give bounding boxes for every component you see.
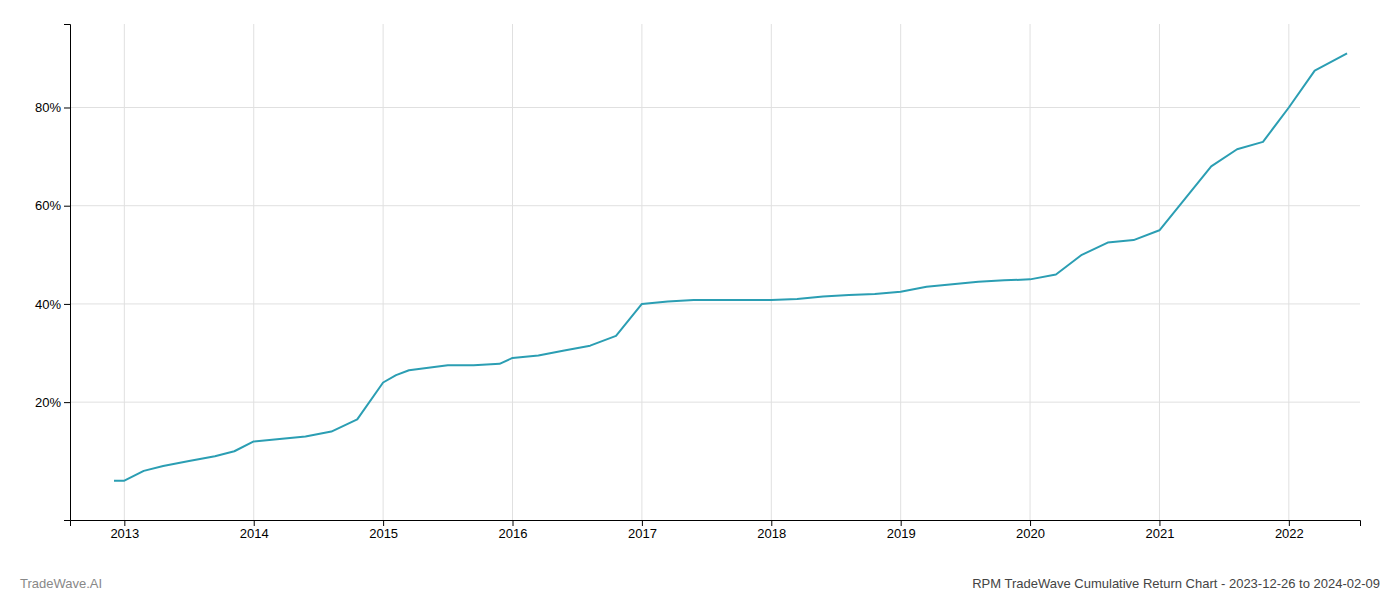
tick: 80% bbox=[35, 100, 70, 115]
title: RPM TradeWave Cumulative Return Chart - … bbox=[972, 576, 1380, 591]
tick-label: 2016 bbox=[499, 526, 528, 541]
tick: 2019 bbox=[887, 520, 916, 541]
grid-line bbox=[1159, 24, 1160, 520]
tick-label: 2019 bbox=[887, 526, 916, 541]
grid-line bbox=[1030, 24, 1031, 520]
tick-label: 20% bbox=[35, 395, 61, 410]
tick: 20% bbox=[35, 395, 70, 410]
tick-label: 40% bbox=[35, 297, 61, 312]
tick-label: 80% bbox=[35, 100, 61, 115]
axis-line bbox=[64, 25, 71, 521]
tick-label: 2017 bbox=[628, 526, 657, 541]
tick-mark bbox=[642, 520, 643, 526]
axis-line bbox=[71, 521, 1361, 527]
grid-line bbox=[641, 24, 642, 520]
plot: 2013 2014 2015 2016 2017 2018 2019 2020 2021 2022… bbox=[35, 24, 1361, 541]
tick-label: 60% bbox=[35, 198, 61, 213]
tick-mark bbox=[1030, 520, 1031, 526]
tick: 2016 bbox=[499, 520, 528, 541]
tick-mark bbox=[1159, 520, 1160, 526]
chart: 2013 2014 2015 2016 2017 2018 2019 2020 2021 2022… bbox=[0, 0, 1400, 600]
tick: 2013 bbox=[110, 520, 139, 541]
grid-line bbox=[70, 402, 1360, 403]
grid-line bbox=[771, 24, 772, 520]
tick-mark bbox=[1289, 520, 1290, 526]
grid-line bbox=[70, 303, 1360, 304]
tick: 2015 bbox=[369, 520, 398, 541]
tick-label: 2013 bbox=[110, 526, 139, 541]
tick: 2014 bbox=[240, 520, 269, 541]
tick-mark bbox=[513, 520, 514, 526]
tick-mark bbox=[124, 520, 125, 526]
x-axis: 2013 2014 2015 2016 2017 2018 2019 2020 2021 2022 bbox=[71, 520, 1361, 541]
grid-line bbox=[253, 24, 254, 520]
tick: 40% bbox=[35, 297, 70, 312]
y-axis: 20% 40% 60% 80% bbox=[35, 25, 71, 521]
tick: 2018 bbox=[757, 520, 786, 541]
grid-line bbox=[900, 24, 901, 520]
tick-label: 2018 bbox=[757, 526, 786, 541]
tick: 60% bbox=[35, 198, 70, 213]
grid-line bbox=[383, 24, 384, 520]
grid-line bbox=[124, 24, 125, 520]
tick-mark bbox=[64, 402, 70, 403]
tick-label: 2020 bbox=[1016, 526, 1045, 541]
grid bbox=[70, 24, 1360, 520]
tick-label: 2021 bbox=[1145, 526, 1174, 541]
tick: 2021 bbox=[1145, 520, 1174, 541]
tick-mark bbox=[64, 206, 70, 207]
tick-mark bbox=[64, 304, 70, 305]
tick: 2017 bbox=[628, 520, 657, 541]
grid-line bbox=[512, 24, 513, 520]
tick-mark bbox=[64, 107, 70, 108]
tick-label: 2014 bbox=[240, 526, 269, 541]
annotation: TradeWave.AI bbox=[20, 576, 102, 591]
tick-label: 2015 bbox=[369, 526, 398, 541]
line bbox=[114, 53, 1347, 480]
grid-line bbox=[70, 107, 1360, 108]
grid-line bbox=[70, 205, 1360, 206]
tick-mark bbox=[383, 520, 384, 526]
tick: 2020 bbox=[1016, 520, 1045, 541]
tick: 2022 bbox=[1275, 520, 1304, 541]
tick-mark bbox=[901, 520, 902, 526]
tick-label: 2022 bbox=[1275, 526, 1304, 541]
marks bbox=[114, 53, 1347, 480]
grid-line bbox=[1288, 24, 1289, 520]
tick-mark bbox=[254, 520, 255, 526]
tick-mark bbox=[771, 520, 772, 526]
